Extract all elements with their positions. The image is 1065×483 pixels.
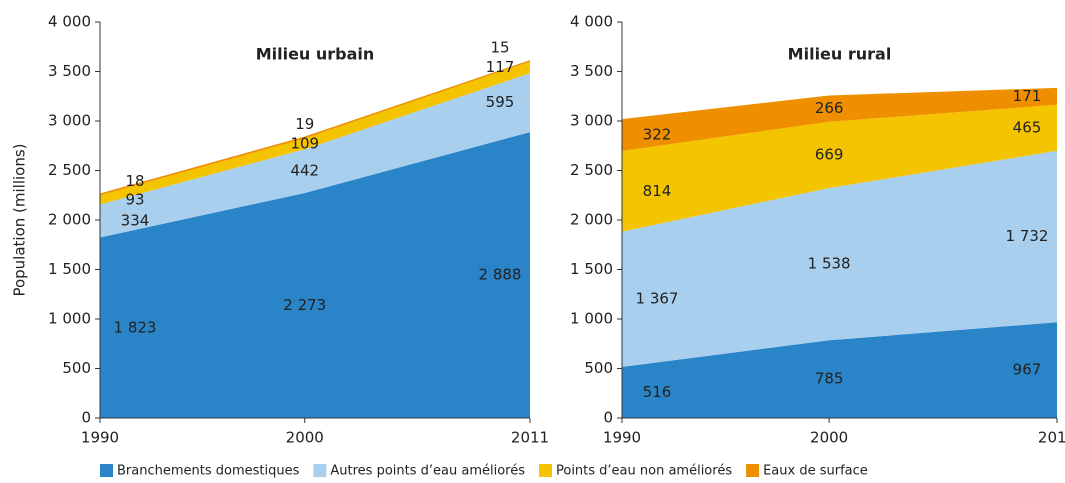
data-label: 266 [815,99,844,117]
y-tick-label: 2 000 [48,211,91,229]
y-tick-label: 1 500 [570,260,613,278]
legend-label: Eaux de surface [763,464,868,479]
data-label: 117 [486,58,515,76]
legend-label: Branchements domestiques [117,464,300,479]
y-tick-label: 4 000 [570,13,613,31]
data-label: 18 [125,172,144,190]
data-label: 322 [643,126,672,144]
area [622,322,1057,418]
data-label: 334 [121,211,150,229]
area [100,132,530,418]
y-tick-label: 3 500 [48,62,91,80]
data-label: 171 [1013,87,1042,105]
data-label: 669 [815,145,844,163]
y-tick-label: 2 500 [570,161,613,179]
area [100,61,530,205]
data-label: 109 [290,134,319,152]
data-label: 1 732 [1006,227,1049,245]
y-tick-label: 3 000 [48,112,91,130]
data-label: 1 367 [636,290,679,308]
y-tick-label: 2 500 [48,161,91,179]
y-tick-label: 1 000 [570,310,613,328]
legend-swatch [313,464,327,477]
legend-swatch [100,464,113,477]
data-label: 2 273 [283,296,326,314]
area [100,60,530,196]
data-label: 15 [490,39,509,57]
data-label: 814 [643,182,672,200]
y-tick-label: 0 [603,409,613,427]
data-label: 785 [815,370,844,388]
x-tick-label: 2011 [1038,429,1065,447]
y-tick-label: 500 [584,359,613,377]
y-tick-label: 500 [62,359,91,377]
y-tick-label: 3 000 [570,112,613,130]
area [622,87,1057,151]
x-tick-label: 1990 [603,429,641,447]
x-tick-label: 1990 [81,429,119,447]
data-label: 93 [125,190,144,208]
y-tick-label: 4 000 [48,13,91,31]
chart-title: Milieu urbain [256,45,375,64]
data-label: 2 888 [479,266,522,284]
data-label: 1 823 [114,318,157,336]
x-tick-label: 2011 [511,429,549,447]
area [622,150,1057,367]
y-tick-label: 1 000 [48,310,91,328]
y-axis-label: Population (millions) [11,143,29,296]
legend-swatch [746,464,760,477]
data-label: 442 [290,162,319,180]
data-label: 516 [643,383,672,401]
legend-swatch [538,464,552,477]
x-tick-label: 2000 [810,429,848,447]
data-label: 465 [1013,118,1042,136]
data-label: 1 538 [808,255,851,273]
area [100,73,530,238]
y-tick-label: 3 500 [570,62,613,80]
x-tick-label: 2000 [286,429,324,447]
y-tick-label: 1 500 [48,260,91,278]
legend-label: Autres points d’eau améliorés [330,464,525,479]
y-tick-label: 0 [81,409,91,427]
data-label: 595 [486,93,515,111]
chart-title: Milieu rural [788,45,892,64]
legend-label: Points d’eau non améliorés [556,464,732,479]
data-label: 967 [1013,361,1042,379]
area [622,104,1057,232]
y-tick-label: 2 000 [570,211,613,229]
data-label: 19 [295,115,314,133]
